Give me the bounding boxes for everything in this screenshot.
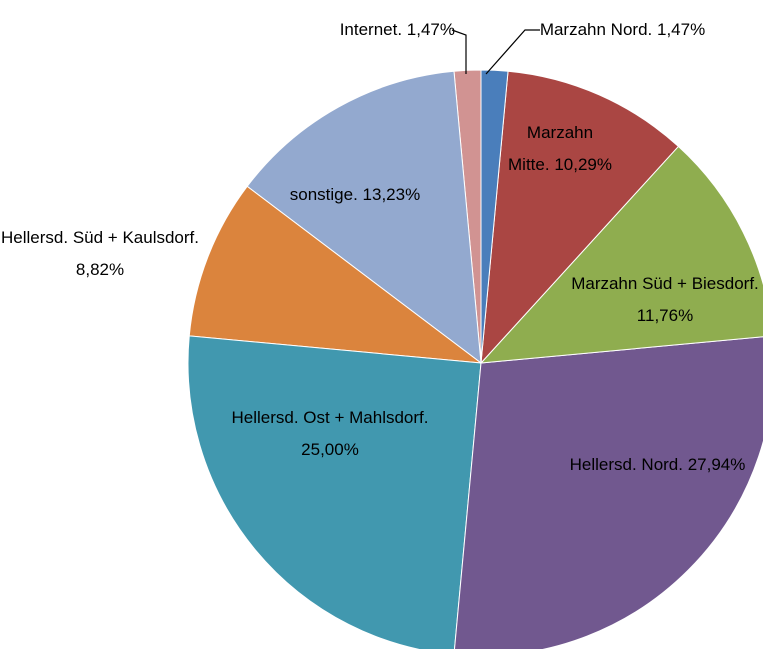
value-label: 11,76%: [636, 306, 694, 325]
pie-slice: [480, 70, 680, 365]
category-label: Marzahn Süd + Biesdorf.: [571, 274, 759, 293]
value-label: 8,82%: [75, 260, 125, 279]
category-label: Hellersd. Ost + Mahlsdorf.: [231, 408, 429, 427]
slice-label: Marzahn Süd + Biesdorf. 11,76%: [560, 268, 763, 332]
slice-label: Hellersd. Nord. 27,94%: [545, 449, 763, 481]
value-label: 1,47%: [406, 20, 455, 39]
value-label: 1,47%: [656, 20, 706, 39]
pie-slice: [479, 145, 763, 364]
slice-label: Hellersd. Ost + Mahlsdorf. 25,00%: [205, 402, 455, 466]
leader-line: [485, 29, 540, 75]
value-label: 27,94%: [687, 455, 746, 474]
pie-slice: [454, 336, 763, 649]
pie-slice: [187, 335, 482, 649]
slice-label: Hellersd. Süd + Kaulsdorf. 8,82%: [0, 222, 200, 286]
slice-label: Marzahn Nord. 1,47%: [520, 14, 725, 46]
pie-slice: [246, 70, 482, 365]
category-label: sonstige.: [289, 185, 358, 204]
value-label: 13,23%: [362, 185, 421, 204]
pie-slice: [480, 69, 509, 364]
leader-line: [451, 29, 467, 74]
pie-slice: [188, 185, 483, 364]
category-label: Hellersd. Süd + Kaulsdorf.: [1, 228, 199, 247]
category-label: Hellersd. Nord.: [569, 455, 683, 474]
category-label: Marzahn Nord.: [539, 20, 653, 39]
value-label: 25,00%: [301, 440, 359, 459]
value-label: 10,29%: [554, 155, 612, 174]
slice-label: sonstige. 13,23%: [240, 179, 470, 211]
category-label: Marzahn Mitte.: [508, 123, 594, 174]
slice-label: Internet. 1,47%: [270, 14, 455, 46]
category-label: Internet.: [339, 20, 403, 39]
slice-label: Marzahn Mitte. 10,29%: [505, 117, 615, 181]
